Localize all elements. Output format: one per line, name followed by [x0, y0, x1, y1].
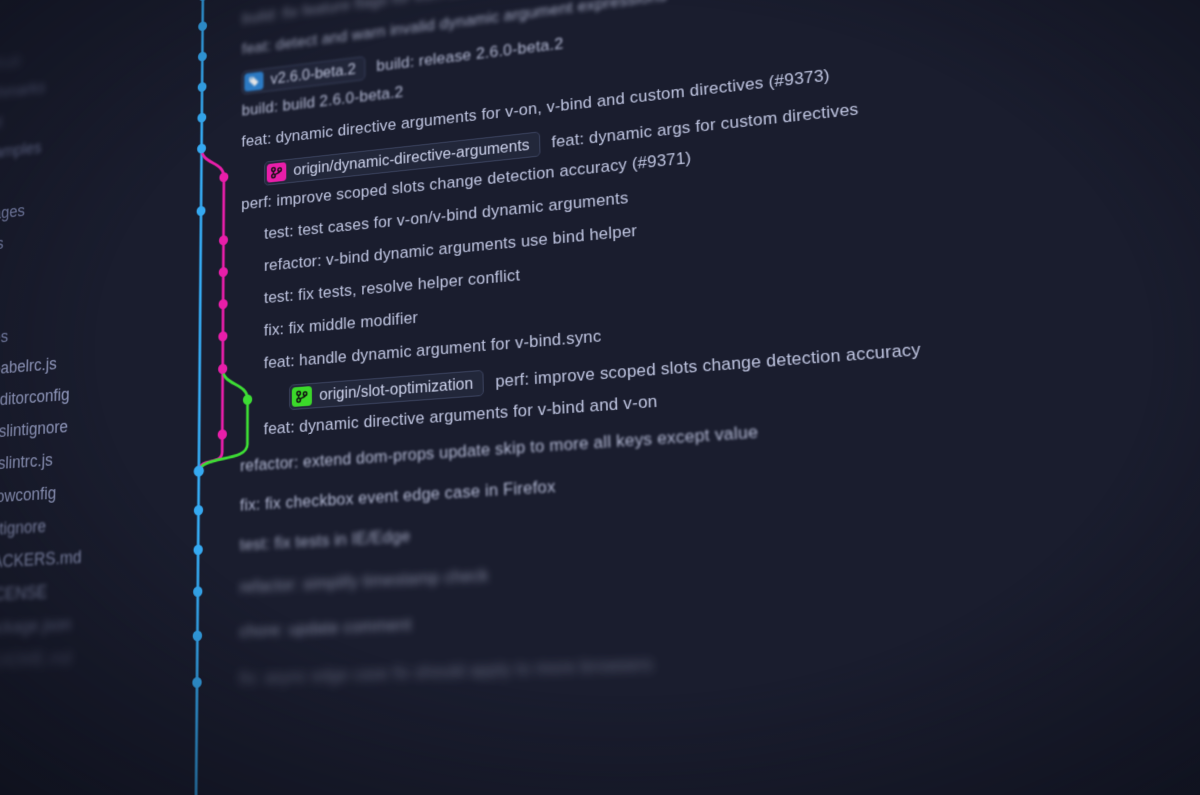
commit-row[interactable]: fix: fix checkbox event edge case in Fir…	[240, 477, 556, 516]
ref-label: v2.6.0-beta.2	[270, 60, 355, 88]
tree-item-label: .eslintrc.js	[0, 444, 53, 481]
tree-item-label: package.json	[0, 608, 72, 645]
tree-item-label: dist	[0, 107, 3, 140]
tree-item-label: .gitignore	[0, 509, 46, 545]
tree-item-label: LICENSE	[0, 575, 47, 611]
commit-row[interactable]: chore: update comment	[239, 615, 411, 643]
tree-file[interactable]: README.md	[0, 638, 167, 681]
commit-message: test: fix tests in IE/Edge	[240, 526, 411, 555]
tree-item-label: .flowconfig	[0, 476, 57, 513]
commit-message: refactor: simplify timestamp check	[240, 565, 489, 597]
branch-icon	[292, 386, 312, 407]
commit-row[interactable]: refactor: simplify timestamp check	[240, 565, 489, 597]
commit-row[interactable]: test: fix tests in IE/Edge	[240, 526, 411, 555]
tree-item-label: types	[0, 320, 9, 354]
commit-message: fix: fix middle modifier	[264, 308, 418, 340]
branch-icon	[267, 162, 286, 183]
app-root: ▶▶github▶benchmarks▶dist▶examples▶flow▶p…	[0, 0, 1200, 795]
commit-message: fix: fix checkbox event edge case in Fir…	[240, 477, 556, 516]
commit-message: fix: async edge case fix should apply to…	[239, 654, 653, 689]
commit-message: build: release 2.6.0-beta.2	[376, 34, 563, 75]
tree-item-label: BACKERS.md	[0, 540, 82, 578]
commit-row[interactable]: fix: async edge case fix should apply to…	[239, 654, 653, 689]
commit-message: chore: update comment	[239, 615, 411, 643]
branch-ref[interactable]: origin/slot-optimization	[289, 370, 484, 410]
git-history-pane[interactable]: build: build 2.6.0-beta.2build: fix feat…	[163, 0, 1200, 795]
commit-row[interactable]: fix: fix middle modifier	[264, 308, 418, 340]
file-tree-sidebar[interactable]: ▶▶github▶benchmarks▶dist▶examples▶flow▶p…	[0, 0, 174, 795]
tag-icon	[244, 71, 263, 91]
tree-item-label: README.md	[0, 641, 72, 678]
ref-label: origin/slot-optimization	[319, 374, 473, 404]
